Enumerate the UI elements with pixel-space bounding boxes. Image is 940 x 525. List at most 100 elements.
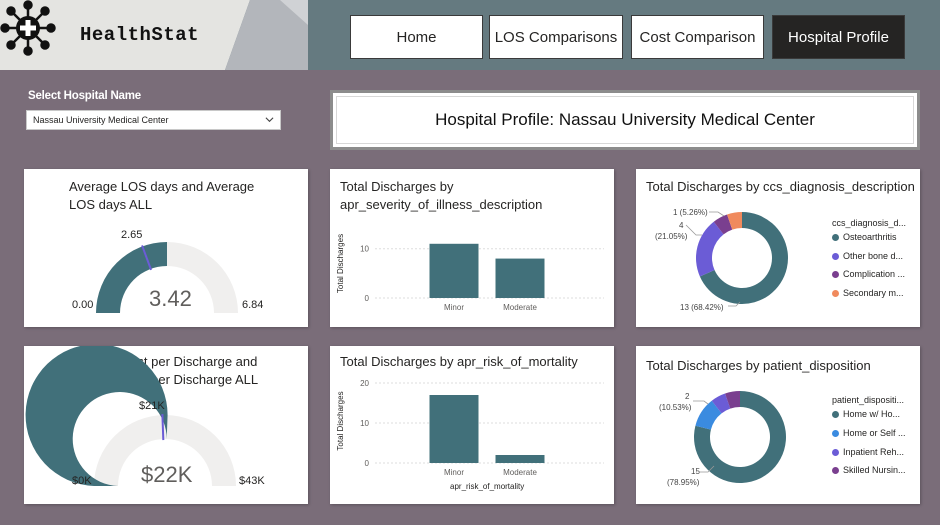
disposition-slice-label-large-pct: (78.95%) <box>667 478 700 487</box>
disposition-legend-label: Skilled Nursin... <box>843 465 906 475</box>
app-name: HealthStat <box>80 24 200 46</box>
bar-moderate[interactable] <box>495 258 545 298</box>
los-gauge-target-marker <box>141 245 153 271</box>
cost-gauge-fill <box>25 346 168 486</box>
hospital-select-value: Nassau University Medical Center <box>33 115 169 125</box>
disposition-chart-title: Total Discharges by patient_disposition <box>646 358 871 373</box>
y-tick-label: 0 <box>365 294 370 303</box>
legend-dot-icon <box>832 289 839 297</box>
disposition-legend-item[interactable]: Home or Self ... <box>832 428 906 438</box>
donut-slice[interactable] <box>694 391 786 483</box>
los-gauge-title-line1: Average LOS days and Average <box>69 179 255 194</box>
legend-dot-icon <box>832 410 839 418</box>
disposition-legend-item[interactable]: Inpatient Reh... <box>832 447 904 457</box>
mortality-x-axis-title: apr_risk_of_mortality <box>450 482 525 491</box>
donut-slice[interactable] <box>727 212 742 230</box>
legend-dot-icon <box>832 270 839 278</box>
cost-gauge-card[interactable]: Average Cost per Discharge and Average C… <box>24 346 308 504</box>
page-title-banner: Hospital Profile: Nassau University Medi… <box>330 90 920 150</box>
donut-slice[interactable] <box>699 212 788 304</box>
mortality-chart-title: Total Discharges by apr_risk_of_mortalit… <box>340 354 578 369</box>
donut-slice[interactable] <box>725 391 740 409</box>
donut-slice[interactable] <box>711 393 731 414</box>
leader-line <box>728 301 741 307</box>
los-gauge-max-label: 6.84 <box>242 299 264 311</box>
disposition-legend-label: Inpatient Reh... <box>843 447 905 457</box>
bar-moderate[interactable] <box>495 455 545 463</box>
disposition-legend-label: Home w/ Ho... <box>843 409 901 419</box>
leader-line <box>693 400 709 405</box>
legend-dot-icon <box>832 466 839 474</box>
y-tick-label: 10 <box>360 419 369 428</box>
cost-gauge-track <box>94 415 236 486</box>
health-cross-icon <box>0 0 56 56</box>
disposition-slice-label-small-pct: (10.53%) <box>659 403 692 412</box>
disposition-legend-label: Home or Self ... <box>843 428 906 438</box>
donut-slice[interactable] <box>696 221 724 277</box>
logo-background <box>0 0 308 70</box>
chevron-down-icon <box>265 117 274 123</box>
los-gauge-target-label: 2.65 <box>121 229 143 241</box>
disposition-legend-item[interactable]: Home w/ Ho... <box>832 409 900 419</box>
bar-minor[interactable] <box>429 395 479 463</box>
ccs-legend-item[interactable]: Complication ... <box>832 269 905 279</box>
legend-dot-icon <box>832 233 839 241</box>
bar-minor[interactable] <box>429 243 479 298</box>
los-gauge-fill <box>96 242 167 313</box>
leader-line <box>709 211 725 217</box>
los-gauge-min-label: 0.00 <box>72 299 94 311</box>
donut-slice[interactable] <box>713 214 733 235</box>
x-tick-label: Minor <box>444 468 464 477</box>
y-tick-label: 10 <box>360 245 369 254</box>
x-tick-label: Minor <box>444 303 464 312</box>
ccs-legend-label: Complication ... <box>843 269 906 279</box>
y-axis-title: Total Discharges <box>336 234 345 293</box>
nav-hospital-profile-button[interactable]: Hospital Profile <box>772 15 905 59</box>
disposition-slice-label-small-count: 2 <box>685 392 690 401</box>
y-axis-title: Total Discharges <box>336 391 345 450</box>
mortality-chart-card[interactable]: Total Discharges by apr_risk_of_mortalit… <box>330 346 614 504</box>
ccs-chart-card[interactable]: Total Discharges by ccs_diagnosis_descri… <box>636 169 920 327</box>
nav-cost-comparison-button[interactable]: Cost Comparison <box>631 15 764 59</box>
cost-gauge-value: $22K <box>141 462 193 487</box>
disposition-donut-chart <box>693 391 786 483</box>
ccs-legend-title: ccs_diagnosis_d... <box>832 218 907 228</box>
donut-slice[interactable] <box>695 400 722 430</box>
ccs-slice-label-small: 1 (5.26%) <box>673 208 708 217</box>
y-tick-label: 20 <box>360 379 369 388</box>
hospital-select-label: Select Hospital Name <box>28 90 141 102</box>
legend-dot-icon <box>832 448 839 456</box>
disposition-chart-card[interactable]: Total Discharges by patient_disposition … <box>636 346 920 504</box>
los-gauge-graphic <box>96 241 238 313</box>
ccs-donut-chart <box>685 211 788 307</box>
cost-gauge-max-label: $43K <box>239 475 265 487</box>
ccs-slice-label-large: 13 (68.42%) <box>680 303 724 312</box>
page-title: Hospital Profile: Nassau University Medi… <box>336 96 914 144</box>
ccs-legend-item[interactable]: Secondary m... <box>832 288 904 298</box>
los-gauge-card[interactable]: Average LOS days and Average LOS days AL… <box>24 169 308 327</box>
hospital-select[interactable]: Nassau University Medical Center <box>26 110 281 130</box>
logo-panel: HealthStat <box>0 0 308 70</box>
ccs-slice-label-medium-pct: (21.05%) <box>655 232 688 241</box>
severity-chart-title-line1: Total Discharges by <box>340 179 454 194</box>
nav-los-comparisons-button[interactable]: LOS Comparisons <box>489 15 623 59</box>
cost-gauge-graphic <box>25 346 236 486</box>
ccs-slice-label-medium-count: 4 <box>679 221 684 230</box>
y-tick-label: 0 <box>365 459 370 468</box>
disposition-legend-item[interactable]: Skilled Nursin... <box>832 465 906 475</box>
ccs-legend-label: Secondary m... <box>843 288 904 298</box>
los-gauge-value: 3.42 <box>149 286 192 311</box>
ccs-legend-item[interactable]: Osteoarthritis <box>832 232 897 242</box>
severity-chart-card[interactable]: Total Discharges by apr_severity_of_illn… <box>330 169 614 327</box>
nav-home-button[interactable]: Home <box>350 15 483 59</box>
ccs-legend-item[interactable]: Other bone d... <box>832 251 903 261</box>
ccs-chart-title: Total Discharges by ccs_diagnosis_descri… <box>646 179 915 194</box>
mortality-bar-chart: 0 10 20 Total Discharges Minor Moderate <box>336 379 604 477</box>
leader-line <box>700 465 715 473</box>
disposition-slice-label-large-count: 15 <box>691 467 700 476</box>
ccs-legend-label: Osteoarthritis <box>843 232 897 242</box>
x-tick-label: Moderate <box>503 468 537 477</box>
leader-line <box>685 224 702 236</box>
x-tick-label: Moderate <box>503 303 537 312</box>
disposition-legend-title: patient_dispositi... <box>832 395 905 405</box>
